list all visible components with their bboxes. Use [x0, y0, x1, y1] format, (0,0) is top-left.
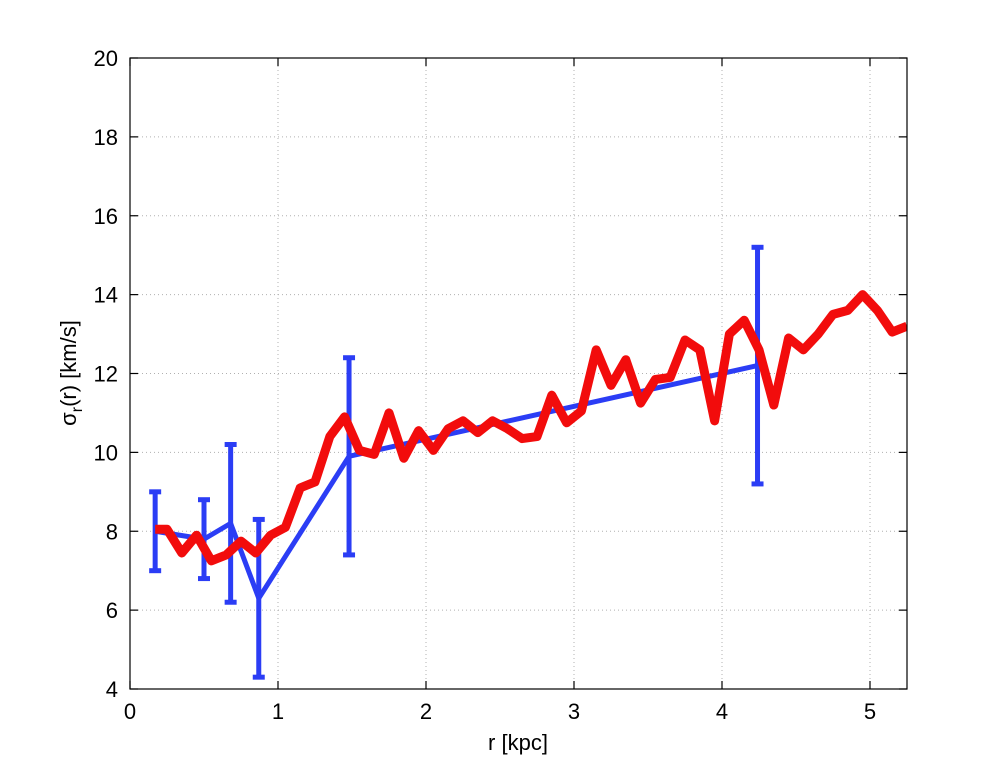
series-line-2: [155, 290, 907, 566]
y-tick-label: 6: [106, 598, 118, 623]
grid-lines: [130, 58, 907, 689]
y-tick-label: 10: [94, 440, 118, 465]
error-bar: [343, 355, 356, 558]
y-tick-label: 16: [94, 204, 118, 229]
x-tick-label: 1: [272, 699, 284, 724]
y-axis-label-main: σ: [56, 412, 81, 426]
x-axis-label: r [kpc]: [488, 730, 548, 755]
series-line-1: [154, 363, 759, 601]
series-layer: [149, 244, 907, 680]
y-tick-label: 18: [94, 125, 118, 150]
y-axis-label-sub: r: [69, 406, 86, 412]
x-tick-label: 4: [716, 699, 728, 724]
x-tick-label: 2: [420, 699, 432, 724]
x-tick-label: 0: [124, 699, 136, 724]
y-axis-label-rest: (r) [km/s]: [56, 320, 81, 407]
error-bar: [751, 244, 764, 487]
y-axis-label: σr(r) [km/s]: [56, 320, 86, 426]
y-tick-label: 12: [94, 362, 118, 387]
y-tick-label: 8: [106, 519, 118, 544]
y-tick-label: 4: [106, 677, 118, 702]
x-tick-label: 5: [864, 699, 876, 724]
y-tick-label: 14: [94, 283, 118, 308]
y-tick-label: 20: [94, 46, 118, 71]
error-bar: [224, 441, 237, 605]
x-tick-label: 3: [568, 699, 580, 724]
